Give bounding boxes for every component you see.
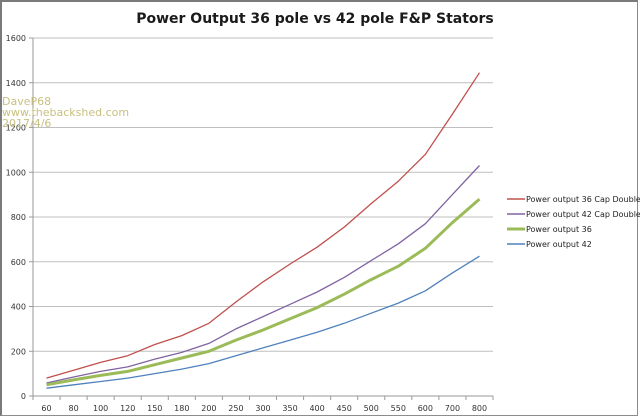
x-tick-label: 550 [391, 404, 406, 413]
x-tick-label: 120 [120, 404, 135, 413]
legend: Power output 36 Cap Doubler Power output … [507, 195, 640, 249]
axes [32, 38, 493, 397]
y-tick-label: 1200 [6, 124, 26, 133]
x-tick-label: 350 [282, 404, 297, 413]
x-tick-label: 450 [337, 404, 352, 413]
watermark-author: DaveP68 [2, 95, 52, 108]
x-tick-label: 250 [228, 404, 243, 413]
watermark: DaveP68 www.thebackshed.com 2017/4/6 [2, 96, 129, 129]
y-tick-label: 1000 [6, 168, 26, 177]
legend-label: Power output 42 Cap Doubler [526, 210, 640, 219]
x-tick-label: 600 [418, 404, 433, 413]
x-tick-label: 800 [472, 404, 487, 413]
x-tick-label: 200 [201, 404, 216, 413]
watermark-site: www.thebackshed.com [2, 106, 130, 119]
y-tick-label: 400 [11, 303, 26, 312]
legend-label: Power output 42 [526, 240, 592, 249]
x-tick-label: 80 [68, 404, 78, 413]
y-tick-label: 1400 [6, 79, 26, 88]
x-tick-label: 500 [364, 404, 379, 413]
x-tick-label: 400 [309, 404, 324, 413]
x-axis-ticks: 60 80 100 120 150 180 200 250 300 350 400 450 500 550… [32, 396, 494, 413]
x-tick-label: 60 [41, 404, 51, 413]
x-tick-label: 150 [147, 404, 162, 413]
gridlines [33, 37, 493, 352]
y-tick-label: 0 [21, 392, 26, 401]
series-line-4 [46, 255, 480, 389]
y-tick-label: 1600 [6, 34, 26, 43]
series-lines [46, 72, 481, 389]
y-axis-ticks: 0 200 400 600 800 1000 1200 1400 1600 [6, 34, 33, 401]
legend-label: Power output 36 Cap Doubler [526, 195, 640, 204]
y-tick-label: 800 [11, 213, 26, 222]
series-line-1 [46, 72, 481, 379]
x-tick-label: 100 [93, 404, 108, 413]
series-line-3 [46, 197, 481, 387]
series-line-2 [46, 165, 480, 384]
y-tick-label: 600 [11, 258, 26, 267]
x-tick-label: 300 [255, 404, 270, 413]
y-tick-label: 200 [11, 347, 26, 356]
x-tick-label: 180 [174, 404, 189, 413]
chart-title: Power Output 36 pole vs 42 pole F&P Stat… [136, 11, 494, 27]
x-tick-label: 700 [445, 404, 460, 413]
legend-label: Power output 36 [526, 225, 592, 234]
watermark-date: 2017/4/6 [2, 117, 52, 130]
